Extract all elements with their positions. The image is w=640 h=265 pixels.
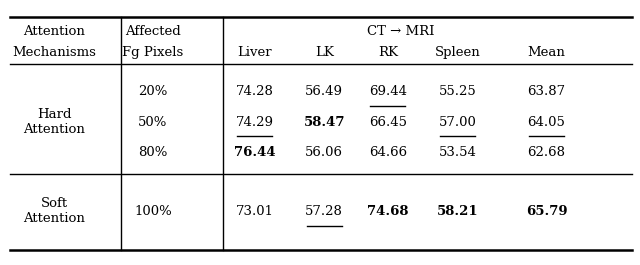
Text: 100%: 100% — [134, 205, 172, 218]
Text: 66.45: 66.45 — [369, 116, 407, 129]
Text: LK: LK — [315, 46, 333, 59]
Text: CT → MRI: CT → MRI — [367, 25, 435, 38]
Text: 69.44: 69.44 — [369, 85, 407, 98]
Text: Mean: Mean — [527, 46, 566, 59]
Text: 62.68: 62.68 — [527, 146, 566, 159]
Text: 58.47: 58.47 — [303, 116, 345, 129]
Text: 76.44: 76.44 — [234, 146, 275, 159]
Text: 64.05: 64.05 — [527, 116, 566, 129]
Text: Affected: Affected — [125, 25, 180, 38]
Text: 57.00: 57.00 — [438, 116, 477, 129]
Text: 65.79: 65.79 — [525, 205, 567, 218]
Text: Attention: Attention — [24, 25, 85, 38]
Text: 64.66: 64.66 — [369, 146, 407, 159]
Text: 58.21: 58.21 — [437, 205, 479, 218]
Text: 57.28: 57.28 — [305, 205, 343, 218]
Text: 20%: 20% — [138, 85, 168, 98]
Text: 74.28: 74.28 — [236, 85, 273, 98]
Text: Soft
Attention: Soft Attention — [24, 197, 85, 225]
Text: Spleen: Spleen — [435, 46, 481, 59]
Text: 50%: 50% — [138, 116, 168, 129]
Text: RK: RK — [378, 46, 398, 59]
Text: Liver: Liver — [237, 46, 272, 59]
Text: 80%: 80% — [138, 146, 168, 159]
Text: Hard
Attention: Hard Attention — [24, 108, 85, 136]
Text: 56.49: 56.49 — [305, 85, 343, 98]
Text: 74.68: 74.68 — [367, 205, 408, 218]
Text: 53.54: 53.54 — [438, 146, 477, 159]
Text: 74.29: 74.29 — [236, 116, 273, 129]
Text: 73.01: 73.01 — [236, 205, 273, 218]
Text: Fg Pixels: Fg Pixels — [122, 46, 184, 59]
Text: 56.06: 56.06 — [305, 146, 343, 159]
Text: 63.87: 63.87 — [527, 85, 566, 98]
Text: 55.25: 55.25 — [439, 85, 477, 98]
Text: Mechanisms: Mechanisms — [13, 46, 97, 59]
